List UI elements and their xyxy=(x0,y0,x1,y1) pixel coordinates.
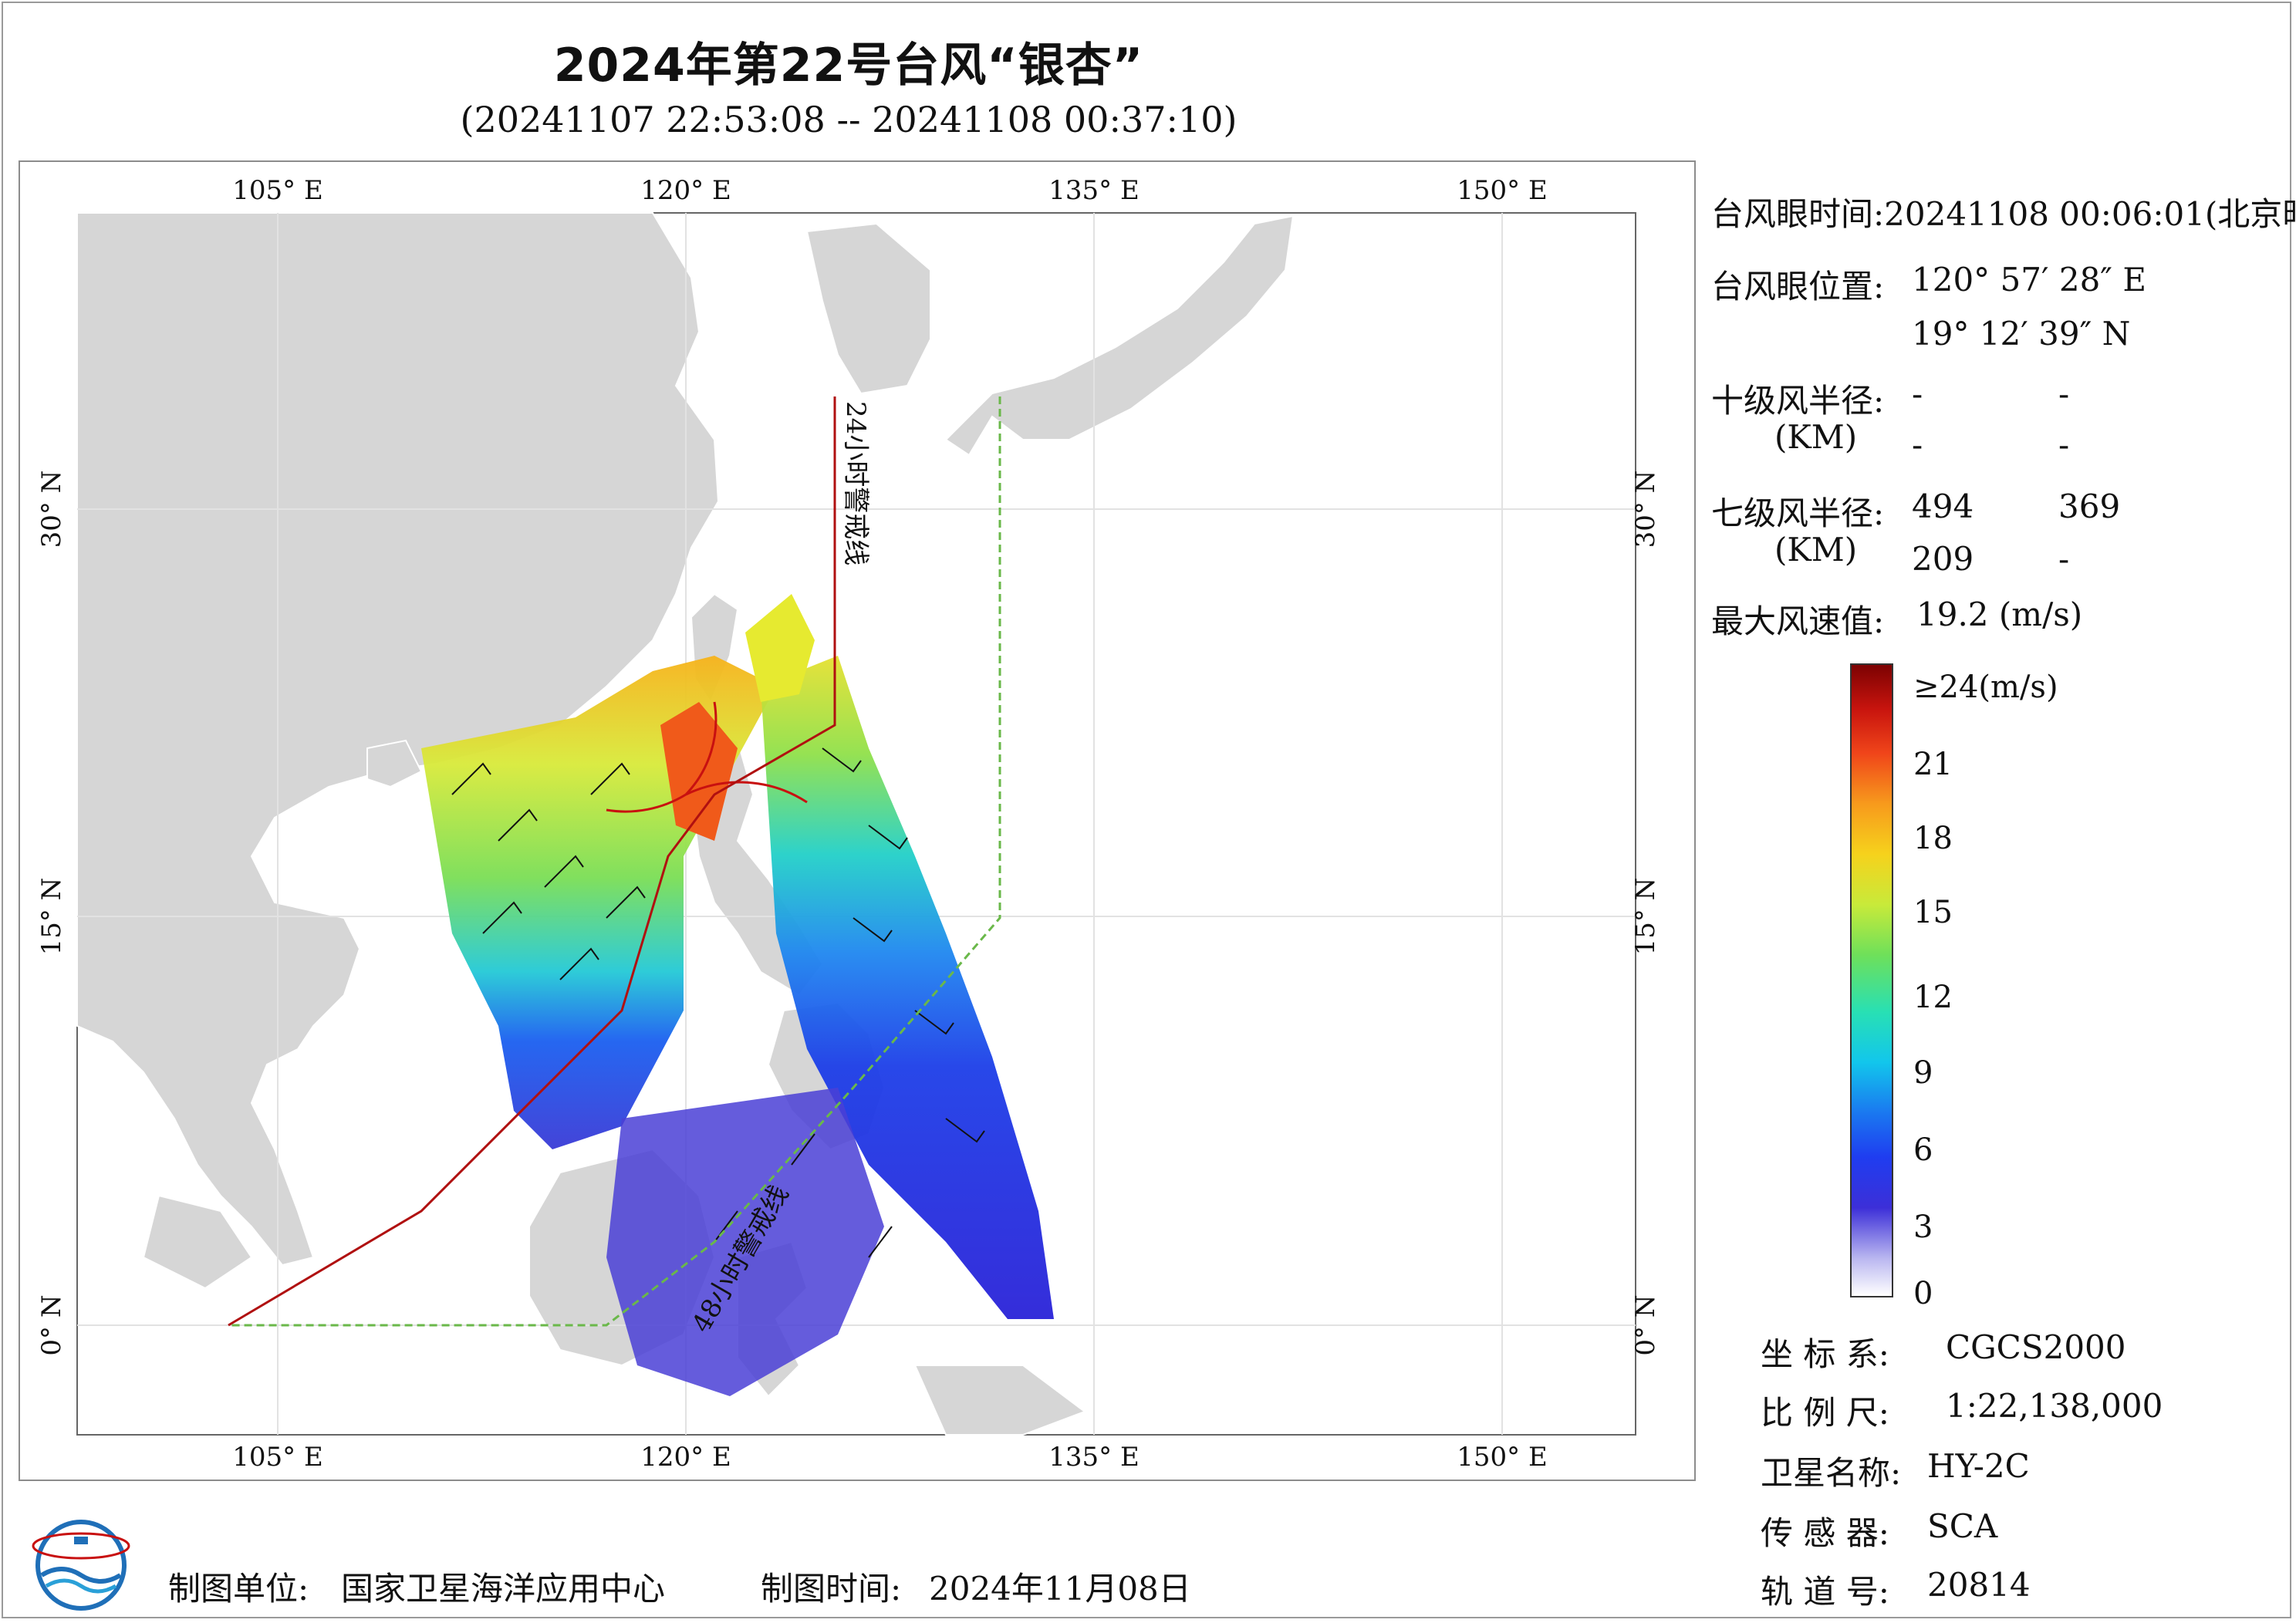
eye-lat-value: 19° 12′ 39″ N xyxy=(1912,315,2131,353)
swath-north xyxy=(745,594,815,702)
r7-value-ne: 494 xyxy=(1912,488,1974,525)
wind-swath-layer xyxy=(421,594,1054,1396)
scale-label: 比 例 尺: xyxy=(1761,1394,1889,1432)
lon-tick-top-150: 150° E xyxy=(1457,175,1548,206)
lon-tick-bottom-105: 105° E xyxy=(232,1442,323,1473)
colorbar-label-6: 6 xyxy=(1913,1132,1933,1168)
r10-unit: (KM) xyxy=(1774,418,1858,456)
colorbar-label-18: 18 xyxy=(1913,821,1953,856)
colorbar-label-15: 15 xyxy=(1913,895,1953,930)
lat-tick-left-0: 0° N xyxy=(36,1294,67,1355)
orbit-value: 20814 xyxy=(1927,1566,2031,1604)
r7-value-sw: 209 xyxy=(1912,540,1974,578)
r10-label: 十级风半径: xyxy=(1711,382,1885,420)
swath-south xyxy=(606,1088,884,1396)
nsoas-logo-icon xyxy=(32,1520,130,1611)
lon-tick-bottom-135: 135° E xyxy=(1048,1442,1140,1473)
warning-line-24h xyxy=(228,396,836,1327)
wind-radius-circle xyxy=(606,701,808,813)
lon-tick-top-120: 120° E xyxy=(640,175,731,206)
eye-pos-label: 台风眼位置: xyxy=(1711,268,1885,305)
lon-tick-bottom-120: 120° E xyxy=(640,1442,731,1473)
warning-line-48h xyxy=(228,396,1001,1327)
page-subtitle: (20241107 22:53:08 -- 20241108 00:37:10) xyxy=(460,99,1237,140)
colorbar-label-24: ≥24(m/s) xyxy=(1913,670,2058,705)
footer-time-label: 制图时间: xyxy=(761,1570,902,1608)
footer-unit-label: 制图单位: xyxy=(168,1570,309,1608)
eye-time-label: 台风眼时间: xyxy=(1711,195,1885,233)
crs-value: CGCS2000 xyxy=(1946,1328,2126,1366)
colorbar-label-21: 21 xyxy=(1913,747,1953,782)
r7-unit: (KM) xyxy=(1774,531,1858,569)
colorbar-label-0: 0 xyxy=(1913,1276,1933,1311)
lat-tick-right-30: 30° N xyxy=(1630,471,1661,548)
colorbar-label-3: 3 xyxy=(1913,1210,1933,1245)
max-wind-value: 19.2 (m/s) xyxy=(1916,596,2083,633)
orbit-label: 轨 道 号: xyxy=(1761,1573,1889,1611)
r10-value-se: - xyxy=(2058,375,2070,413)
footer-time-value: 2024年11月08日 xyxy=(929,1570,1191,1608)
r7-label: 七级风半径: xyxy=(1711,494,1885,532)
lat-tick-right-0: 0° N xyxy=(1630,1294,1661,1355)
map-svg[interactable]: 24小时警戒线 48小时警戒线 105° E 120° E 135° E 150… xyxy=(20,162,1694,1480)
lat-tick-right-15: 15° N xyxy=(1630,878,1661,956)
warning-line-24h-label: 24小时警戒线 xyxy=(840,401,871,565)
r10-value-ne: - xyxy=(1912,375,1923,413)
lat-tick-left-15: 15° N xyxy=(36,878,67,956)
page-title: 2024年第22号台风“银杏” xyxy=(553,39,1144,93)
max-wind-label: 最大风速值: xyxy=(1711,602,1885,640)
sensor-label: 传 感 器: xyxy=(1761,1514,1889,1552)
swath-core xyxy=(660,702,738,841)
satellite-label: 卫星名称: xyxy=(1761,1454,1902,1492)
r7-value-nw: - xyxy=(2058,540,2070,578)
sensor-value: SCA xyxy=(1927,1507,1998,1545)
scale-value: 1:22,138,000 xyxy=(1946,1387,2163,1425)
wind-speed-colorbar xyxy=(1850,663,1893,1297)
r7-value-se: 369 xyxy=(2058,488,2121,525)
footer-unit-value: 国家卫星海洋应用中心 xyxy=(341,1570,666,1608)
eye-time-row: 台风眼时间:20241108 00:06:01(北京时) xyxy=(1711,188,2296,235)
r10-value-nw: - xyxy=(2058,426,2070,464)
swath-east xyxy=(761,656,1054,1319)
wind-barbs xyxy=(451,747,985,1258)
colorbar-label-12: 12 xyxy=(1913,980,1953,1015)
eye-time-value: 20241108 00:06:01(北京时) xyxy=(1884,195,2296,233)
map-panel[interactable]: 24小时警戒线 48小时警戒线 105° E 120° E 135° E 150… xyxy=(19,160,1696,1481)
lon-tick-bottom-150: 150° E xyxy=(1457,1442,1548,1473)
lon-tick-top-135: 135° E xyxy=(1048,175,1140,206)
lat-tick-left-30: 30° N xyxy=(36,471,67,548)
colorbar-label-9: 9 xyxy=(1913,1055,1933,1091)
lon-tick-top-105: 105° E xyxy=(232,175,323,206)
r10-value-sw: - xyxy=(1912,426,1923,464)
eye-lon-value: 120° 57′ 28″ E xyxy=(1912,261,2146,299)
crs-label: 坐 标 系: xyxy=(1761,1335,1889,1373)
satellite-value: HY-2C xyxy=(1927,1447,2030,1485)
